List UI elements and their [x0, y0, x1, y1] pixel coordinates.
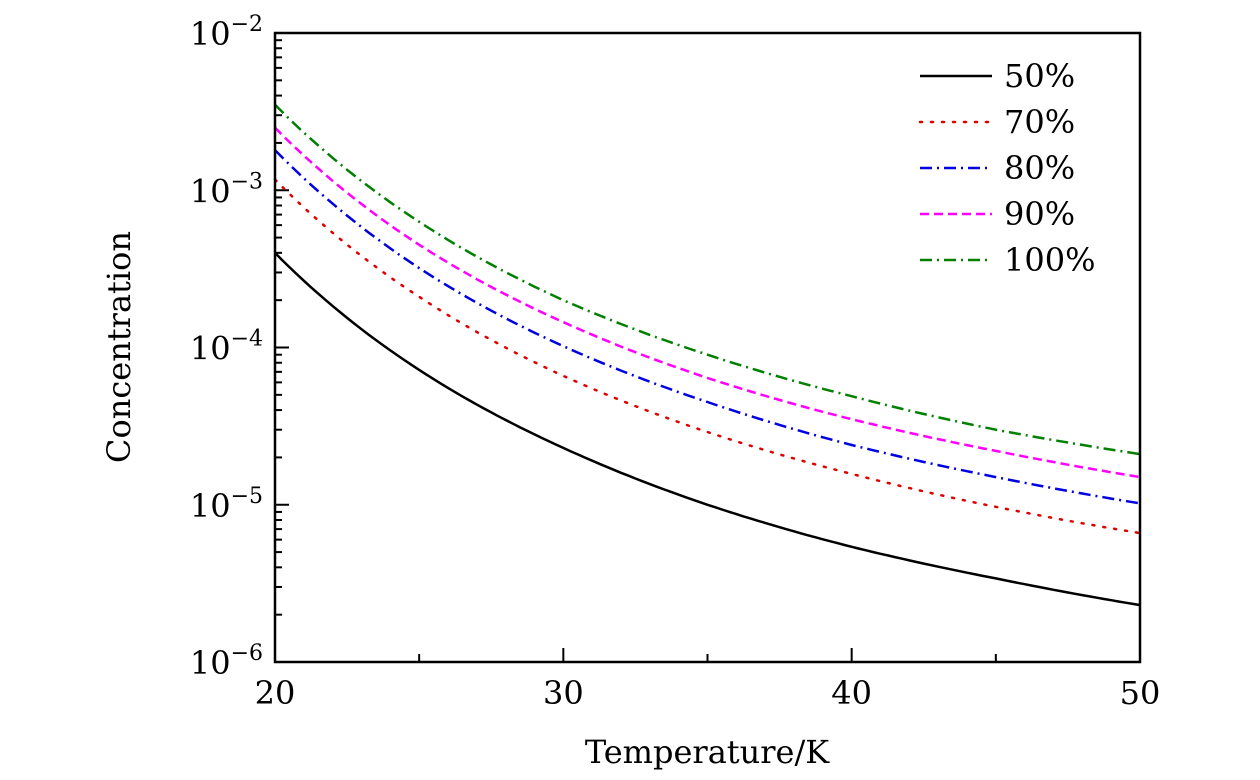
legend-label: 90%: [1004, 195, 1075, 233]
y-tick-label: 10−3: [190, 169, 263, 210]
y-tick-label: 10−5: [190, 484, 263, 525]
series-line-100pct: [274, 103, 1141, 456]
legend-label: 80%: [1004, 149, 1075, 187]
legend-label: 50%: [1004, 57, 1075, 95]
series-line-90pct: [274, 126, 1141, 479]
legend-label: 100%: [1004, 241, 1095, 279]
legend: 50% 70% 80% 90% 100%: [918, 57, 1095, 279]
x-tick-labels: 20 30 40 50: [255, 674, 1161, 712]
y-tick-label: 10−2: [190, 12, 263, 53]
x-tick-label: 30: [543, 674, 584, 712]
plot-frame: [273, 31, 1142, 664]
series-line-80pct: [274, 149, 1141, 505]
y-tick-label: 10−4: [190, 327, 263, 368]
series-lines: [273, 103, 1142, 607]
x-tick-label: 40: [831, 674, 872, 712]
y-axis-label: Concentration: [100, 231, 138, 463]
series-line-50pct: [274, 251, 1141, 607]
y-tick-label: 10−6: [190, 641, 263, 682]
x-tick-label: 50: [1120, 674, 1161, 712]
series-line-70pct: [273, 178, 1142, 535]
legend-label: 70%: [1004, 103, 1075, 141]
y-tick-labels: 10−6 10−5 10−4 10−3 10−2: [190, 12, 263, 682]
x-axis-label: Temperature/K: [585, 733, 830, 771]
x-tick-label: 20: [255, 674, 296, 712]
